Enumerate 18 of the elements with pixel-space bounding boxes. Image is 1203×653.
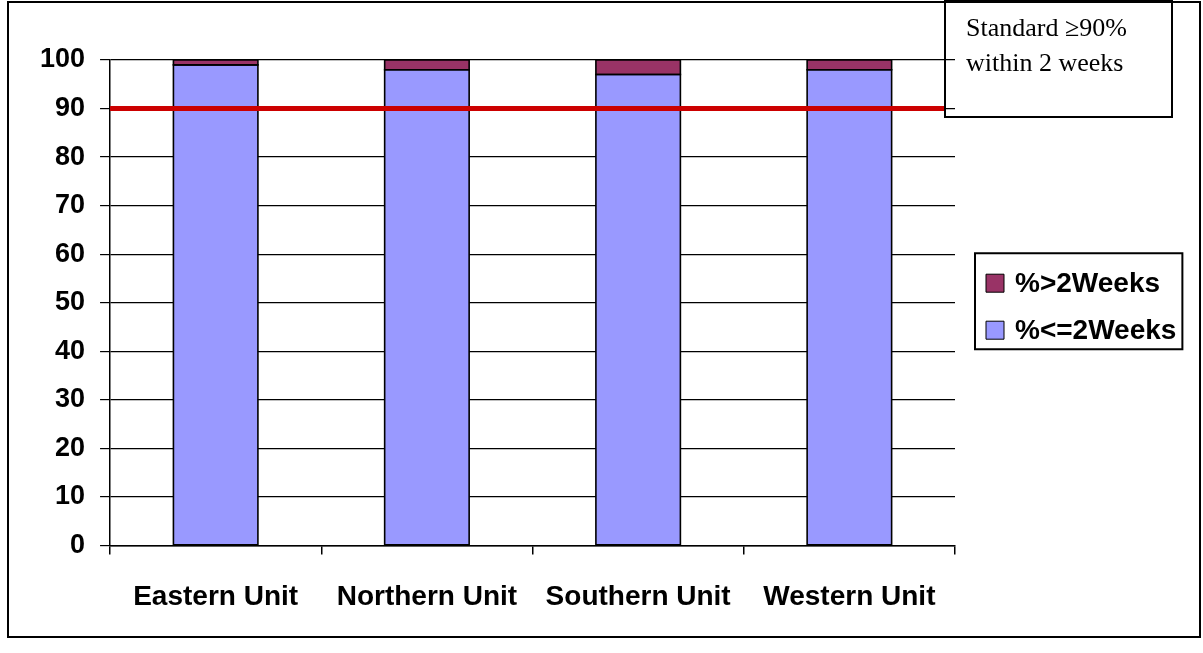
y-tick-label: 20 (55, 431, 86, 462)
legend-label: %<=2Weeks (1015, 313, 1177, 345)
y-tick-label: 80 (55, 140, 86, 171)
x-tick-label: Western Unit (763, 579, 936, 611)
y-tick-label: 0 (70, 528, 86, 559)
y-tick-label: 90 (55, 91, 86, 122)
y-tick-label: 40 (55, 334, 86, 365)
y-tick-label: 10 (55, 480, 86, 511)
y-tick-label: 30 (55, 383, 86, 414)
y-tick-label: 60 (55, 237, 86, 268)
y-tick-label: 50 (55, 286, 86, 317)
ref-line-label: Standard ≥90% within 2 weeks (966, 12, 1127, 77)
legend-label: %>2Weeks (1015, 266, 1161, 298)
y-tick-label: 100 (39, 43, 86, 74)
x-tick-label: Southern Unit (545, 579, 731, 611)
x-tick-label: Eastern Unit (133, 579, 299, 611)
y-tick-label: 70 (55, 189, 86, 220)
x-tick-label: Northern Unit (336, 579, 518, 611)
